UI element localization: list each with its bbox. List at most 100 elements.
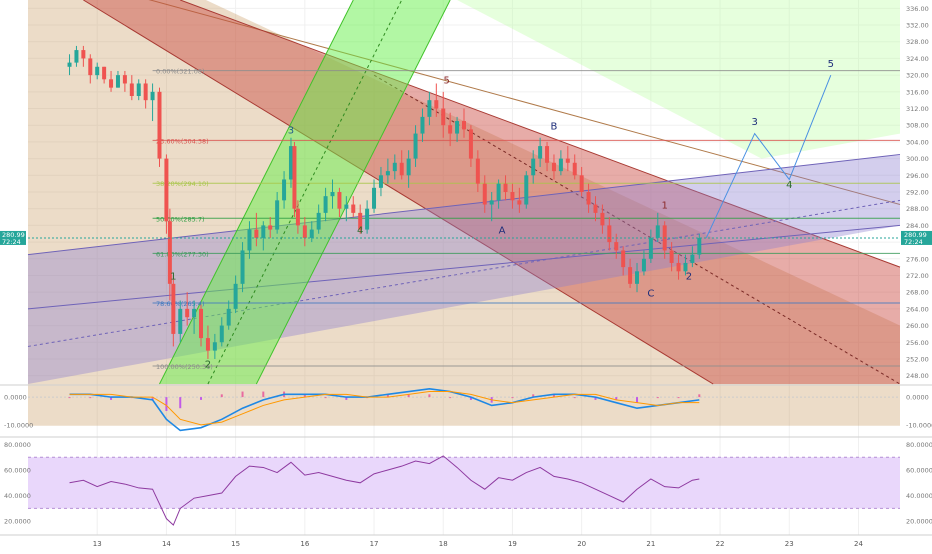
macd-hist-bar [449, 397, 452, 399]
price-tick: 320.00 [906, 72, 929, 80]
candle-body [323, 196, 328, 213]
x-tick: 15 [231, 540, 240, 548]
candle-body [496, 183, 501, 201]
price-tick: 296.00 [906, 172, 929, 180]
candle-body [565, 158, 570, 163]
macd-hist-bar [324, 397, 327, 399]
candle-body [614, 242, 619, 251]
candle-body [302, 225, 307, 238]
red-channel-lower [83, 0, 714, 385]
rsi-band [28, 457, 900, 509]
candle-body [199, 308, 204, 339]
candle-body [143, 83, 148, 101]
candle-body [648, 237, 653, 259]
candle-body [579, 175, 584, 192]
price-tag-right [901, 230, 932, 245]
macd-hist-bar [511, 397, 514, 399]
price-tick: 332.00 [906, 22, 929, 30]
candle-body [337, 192, 342, 209]
rsi-tick-left: 40.0000 [4, 492, 31, 500]
price-tick: 264.00 [906, 305, 929, 313]
rsi-line [69, 455, 700, 526]
candle-body [482, 183, 487, 205]
macd-tick: 0.0000 [906, 394, 929, 402]
macd-hist-bar [386, 394, 389, 398]
price-tick: 328.00 [906, 38, 929, 46]
macd-tick-left: -10.0000 [4, 421, 33, 429]
price-tick: 272.00 [906, 272, 929, 280]
candle-body [330, 192, 335, 197]
light-green-zone [457, 0, 900, 159]
macd-hist-bar [345, 397, 348, 400]
candle-body [372, 187, 377, 209]
candles [67, 45, 702, 359]
candle-body [399, 162, 404, 176]
price-axis: 248.00 252.00 256.00 260.00 264.00 268.00 272.… [906, 5, 929, 380]
price-tag-left-countdown: 72:24 [2, 238, 21, 246]
wave-label: 5 [828, 59, 834, 70]
candle-body [275, 200, 280, 230]
macd-hist-bar [110, 397, 113, 400]
x-tick: 22 [716, 540, 725, 548]
candle-body [635, 271, 640, 284]
candle-body [261, 225, 266, 238]
candle-body [344, 204, 349, 209]
candle-body [88, 58, 93, 76]
wave-label: 3 [751, 117, 757, 128]
candle-body [427, 100, 432, 117]
candle-body [129, 83, 134, 96]
macd-hist-bar [573, 397, 576, 399]
fib-label: 38.20%(294.10) [156, 180, 209, 188]
macd-panel [28, 387, 900, 432]
candle-body [351, 204, 356, 213]
x-tick: 19 [508, 540, 517, 548]
fib-label: 23.60%(304.38) [156, 137, 209, 145]
candle-body [669, 250, 674, 263]
candle-body [475, 158, 480, 184]
candle-body [489, 200, 494, 205]
candle-body [558, 158, 563, 172]
price-tick: 288.00 [906, 205, 929, 213]
candle-body [74, 50, 79, 63]
macd-hist-bar [428, 394, 431, 398]
candle-body [690, 254, 695, 263]
candle-body [150, 91, 155, 101]
forecast-path [705, 74, 832, 239]
candle-body [641, 258, 646, 272]
wave-labels: 1 2 3 4 5 A B C 1 2 3 4 5 [170, 59, 834, 371]
candle-body [212, 342, 217, 351]
candle-body [109, 79, 114, 88]
rsi-tick: 60.0000 [906, 467, 932, 475]
candle-body [510, 192, 515, 201]
rsi-tick-left: 80.0000 [4, 441, 31, 449]
candle-body [268, 225, 273, 230]
tan-channel-upper [148, 0, 901, 206]
channels [27, 0, 901, 426]
candle-body [468, 129, 473, 159]
green-channel [159, 0, 451, 384]
candle-body [102, 66, 107, 80]
wave-label: 1 [170, 272, 176, 283]
candle-body [406, 158, 411, 176]
rsi-tick: 80.0000 [906, 441, 932, 449]
macd-hist-bar [656, 397, 659, 399]
macd-hist-bar [89, 397, 92, 399]
candle-body [295, 208, 300, 226]
candle-body [316, 212, 321, 230]
rsi-tick: 40.0000 [906, 492, 932, 500]
macd-hist-bar [532, 394, 535, 398]
wave-label: 4 [357, 226, 363, 237]
macd-hist-bar [303, 394, 306, 398]
price-tick: 248.00 [906, 372, 929, 380]
candle-body [538, 146, 543, 159]
candle-body [621, 250, 626, 268]
candle-body [455, 121, 460, 134]
macd-hist-bar [636, 397, 639, 403]
macd-hist-bar [677, 397, 680, 399]
candle-body [524, 175, 529, 205]
candle-body [81, 50, 86, 59]
wave-label: C [647, 288, 654, 299]
fib-label: 100.00%(250.31) [156, 363, 213, 371]
fib-label: 61.80%(277.30) [156, 250, 209, 258]
